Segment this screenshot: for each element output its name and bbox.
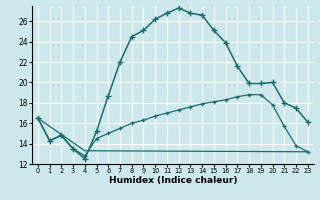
X-axis label: Humidex (Indice chaleur): Humidex (Indice chaleur) xyxy=(108,176,237,185)
